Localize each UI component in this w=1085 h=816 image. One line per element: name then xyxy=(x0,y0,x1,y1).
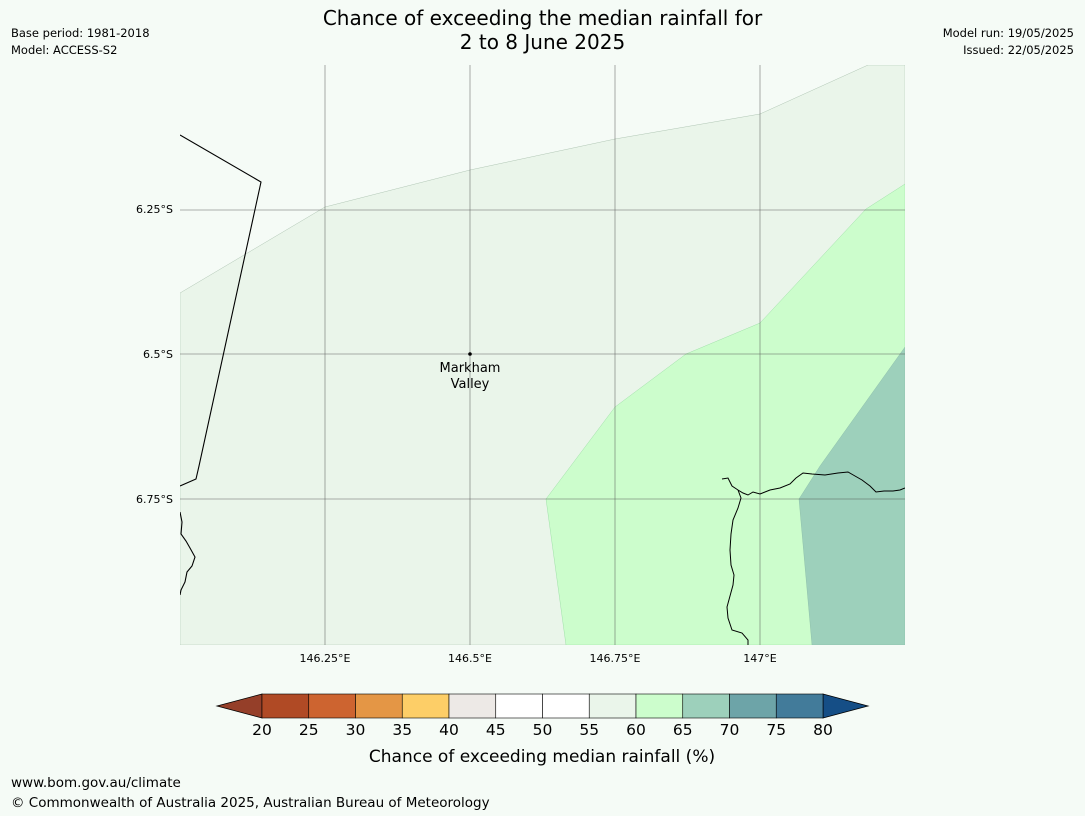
colorbar-tick-label: 60 xyxy=(626,721,646,739)
latitude-labels: 6.25°S 6.5°S 6.75°S xyxy=(136,203,173,506)
footer-url[interactable]: www.bom.gov.au/climate xyxy=(11,775,181,791)
lat-label: 6.5°S xyxy=(143,348,173,361)
title-line-1: Chance of exceeding the median rainfall … xyxy=(322,6,763,30)
place-label-line-2: Valley xyxy=(451,377,490,392)
map-title: Chance of exceeding the median rainfall … xyxy=(0,6,1085,54)
colorbar-segment xyxy=(495,693,543,719)
colorbar-tick-label: 70 xyxy=(720,721,740,739)
lon-label: 147°E xyxy=(743,652,776,665)
colorbar-tick-label: 75 xyxy=(766,721,786,739)
colorbar-tick-label: 30 xyxy=(346,721,366,739)
colorbar-tick-label: 35 xyxy=(392,721,412,739)
base-period: Base period: 1981-2018 xyxy=(11,26,150,40)
river xyxy=(726,489,749,645)
colorbar-segment xyxy=(308,693,356,719)
place-label-line-1: Markham xyxy=(440,361,501,376)
province-border xyxy=(180,134,262,487)
title-line-2: 2 to 8 June 2025 xyxy=(459,30,626,54)
lon-label: 146.25°E xyxy=(300,652,351,665)
map-frame xyxy=(180,65,905,645)
colorbar-tick-label: 40 xyxy=(439,721,459,739)
colorbar-tick-label: 20 xyxy=(252,721,272,739)
coastline-west xyxy=(180,511,196,596)
colorbar-tick-label: 55 xyxy=(579,721,599,739)
run-info: Model run: 19/05/2025 Issued: 22/05/2025 xyxy=(943,25,1074,59)
colorbar-segment xyxy=(682,693,730,719)
colorbar-segment xyxy=(448,693,497,719)
model-info: Base period: 1981-2018 Model: ACCESS-S2 xyxy=(11,25,150,59)
lon-label: 146.5°E xyxy=(448,652,492,665)
colorbar-tick-label: 50 xyxy=(533,721,553,739)
colorbar-segment xyxy=(355,693,403,719)
colorbar-high-extend xyxy=(822,693,870,719)
colorbar-segment xyxy=(775,693,824,719)
colorbar-segment xyxy=(261,693,310,719)
footer-copyright: © Commonwealth of Australia 2025, Austra… xyxy=(11,795,490,811)
colorbar-segment xyxy=(588,693,637,719)
probability-band-65-70 xyxy=(798,346,905,645)
markham-valley-marker xyxy=(468,352,472,356)
model-name: Model: ACCESS-S2 xyxy=(11,43,118,57)
colorbar: 20 25 30 35 40 45 50 55 60 65 70 75 80 Chance of exc… xyxy=(215,693,870,767)
graticule xyxy=(180,65,905,645)
colorbar-tick-label: 25 xyxy=(299,721,319,739)
colorbar-segment xyxy=(542,693,590,719)
colorbar-label: Chance of exceeding median rainfall (%) xyxy=(369,747,715,767)
lat-label: 6.25°S xyxy=(136,203,173,216)
lon-label: 146.75°E xyxy=(590,652,641,665)
lat-label: 6.75°S xyxy=(136,493,173,506)
colorbar-segment xyxy=(729,693,777,719)
coastline-gulf xyxy=(721,471,905,496)
colorbar-tick-label: 45 xyxy=(486,721,506,739)
colorbar-segment xyxy=(635,693,684,719)
colorbar-tick-label: 80 xyxy=(813,721,833,739)
longitude-labels: 146.25°E 146.5°E 146.75°E 147°E xyxy=(300,652,777,665)
model-run: Model run: 19/05/2025 xyxy=(942,26,1074,40)
colorbar-tick-label: 65 xyxy=(673,721,693,739)
colorbar-low-extend xyxy=(215,693,263,719)
issued-date: Issued: 22/05/2025 xyxy=(963,43,1074,57)
colorbar-segment xyxy=(401,693,450,719)
